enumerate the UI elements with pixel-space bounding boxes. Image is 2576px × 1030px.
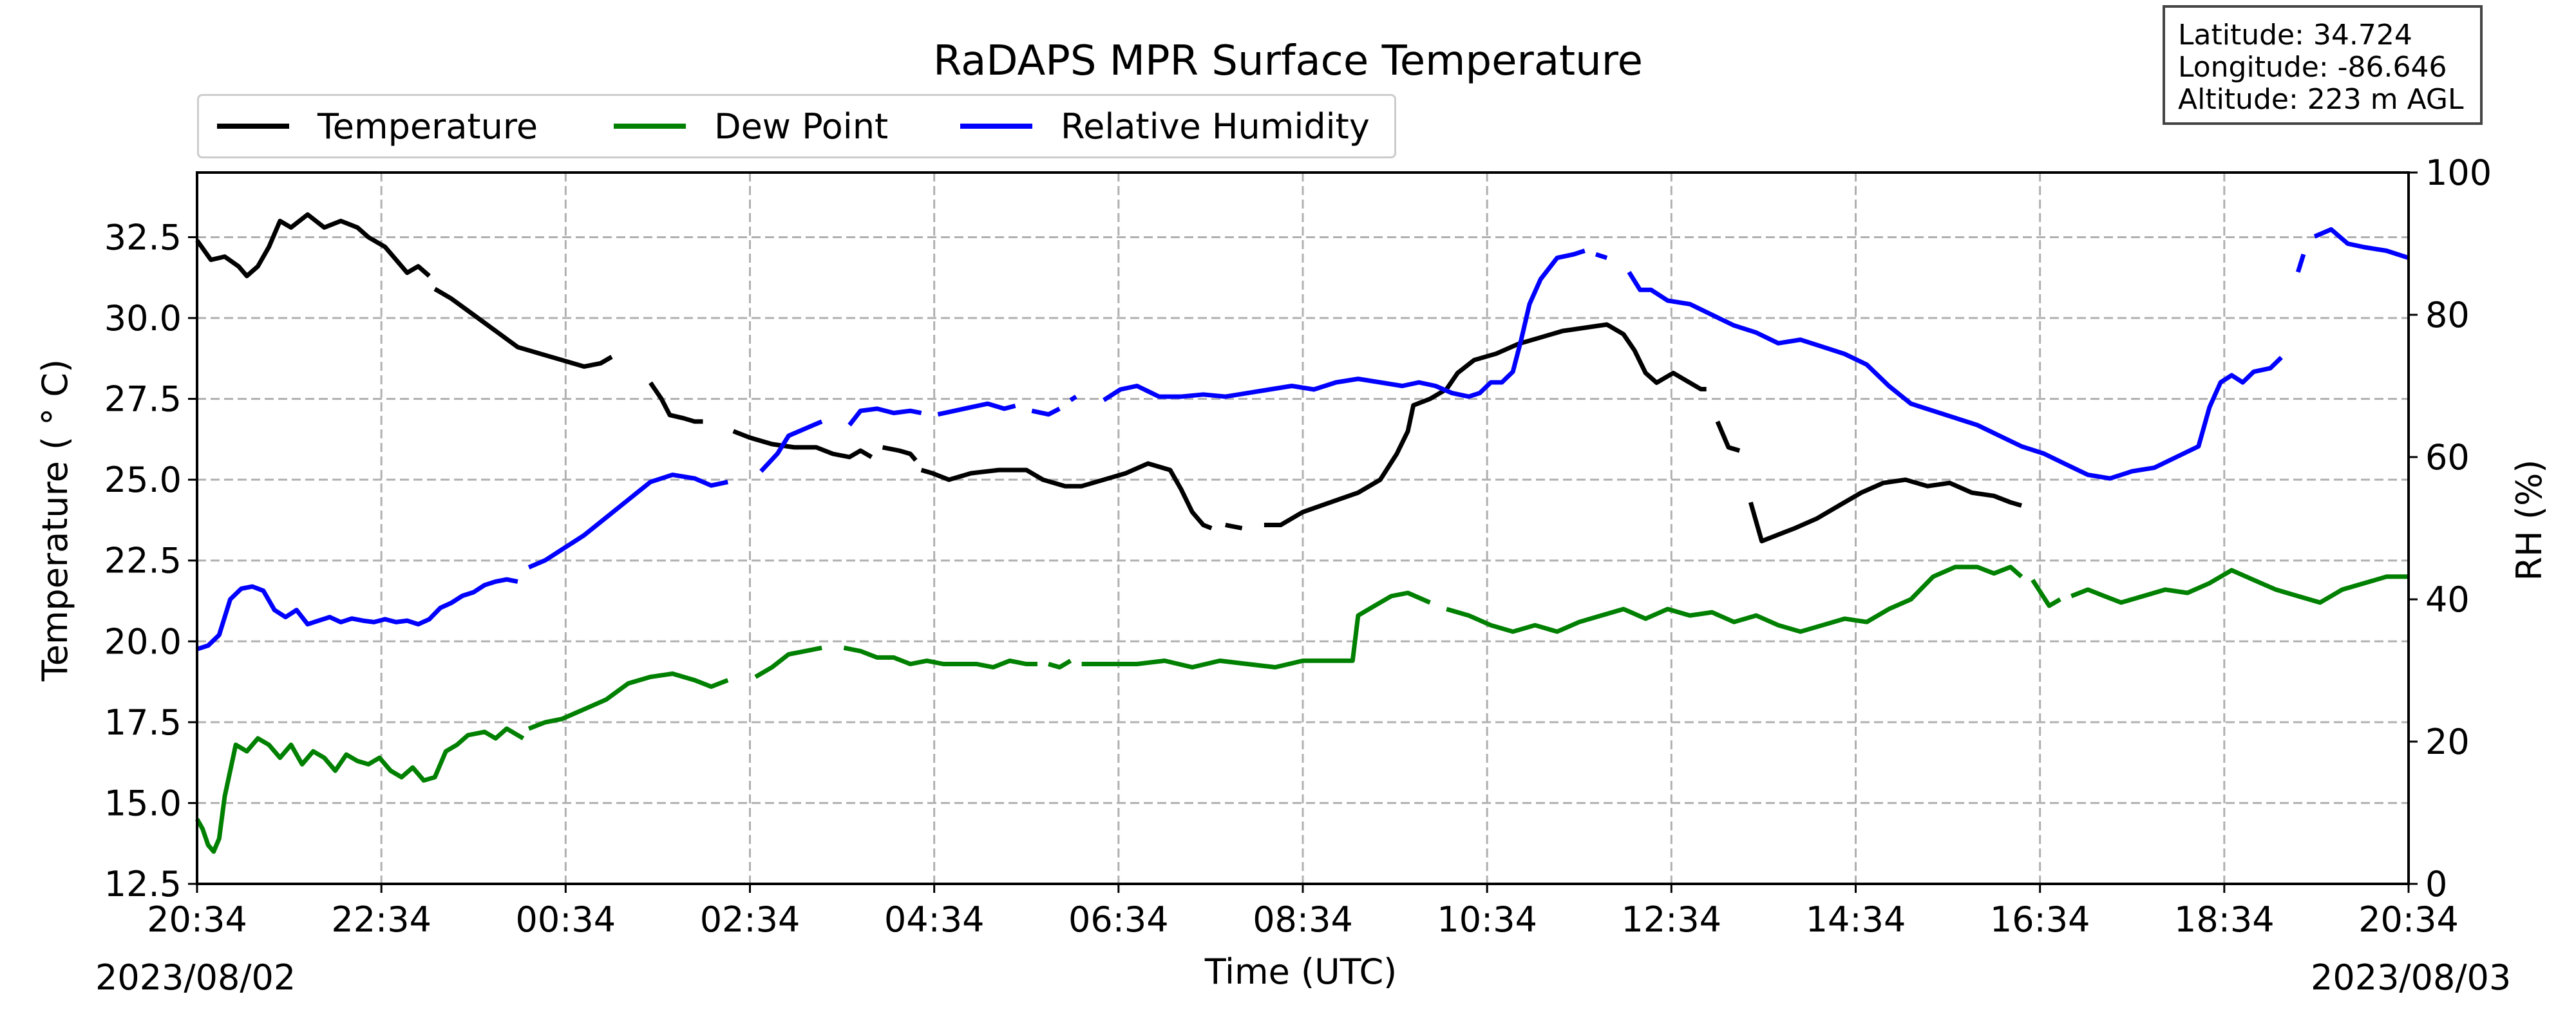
start-date-label: 2023/08/02	[95, 957, 296, 998]
y-tick-label-right: 40	[2425, 579, 2470, 620]
x-tick-label: 08:34	[1253, 899, 1353, 940]
series-line-dew-point	[843, 645, 1037, 670]
series-line-relative-humidity	[2295, 254, 2306, 273]
series-line-relative-humidity	[1031, 406, 1061, 417]
y-tick-label-right: 100	[2425, 153, 2492, 193]
x-tick-label: 14:34	[1806, 899, 1906, 940]
x-tick-label: 12:34	[1622, 899, 1722, 940]
series-line-relative-humidity	[1595, 252, 1608, 260]
tick-labels: 20:34 22:34 00:34 02:34 04:34 06:34 08:34 10:34…	[104, 153, 2492, 940]
x-tick-label: 20:34	[147, 899, 247, 940]
series-line-relative-humidity	[1069, 395, 1077, 402]
series-line-temperature	[882, 445, 918, 462]
y-tick-label-left: 20.0	[104, 621, 182, 662]
longitude-text: Longitude: -86.646	[2178, 51, 2447, 84]
series-line-relative-humidity	[1627, 270, 2283, 481]
series-line-dew-point	[194, 726, 525, 854]
series-line-temperature	[920, 461, 1213, 530]
series-line-temperature	[649, 381, 703, 424]
plot-frame	[196, 171, 2410, 885]
location-info-box: Latitude: 34.724 Longitude: -86.646 Alti…	[2163, 5, 2483, 125]
x-tick-label: 06:34	[1068, 899, 1169, 940]
series-line-dew-point	[1446, 565, 2023, 634]
y-tick-label-left: 25.0	[104, 460, 182, 500]
series-lines	[194, 212, 2410, 854]
end-date-label: 2023/08/03	[2311, 957, 2512, 998]
legend-swatch-dew-point	[614, 124, 686, 129]
legend-label-temperature: Temperature	[317, 106, 538, 147]
x-tick-label: 18:34	[2174, 899, 2275, 940]
x-tick-label: 02:34	[700, 899, 800, 940]
series-line-relative-humidity	[848, 406, 922, 427]
series-line-dew-point	[1048, 659, 1072, 670]
series-line-temperature	[433, 286, 613, 369]
series-line-dew-point	[754, 645, 822, 679]
series-line-dew-point	[527, 671, 729, 731]
x-axis-label: Time (UTC)	[1204, 951, 1397, 992]
legend-swatch-relative-humidity	[960, 124, 1032, 129]
chart-title: RaDAPS MPR Surface Temperature	[933, 37, 1643, 85]
x-tick-label: 00:34	[516, 899, 616, 940]
legend-item-dew-point: Dew Point	[614, 96, 888, 156]
legend: Temperature Dew Point Relative Humidity	[197, 94, 1396, 158]
legend-item-relative-humidity: Relative Humidity	[960, 96, 1370, 156]
y-tick-label-right: 80	[2425, 295, 2470, 335]
latitude-text: Latitude: 34.724	[2178, 19, 2412, 52]
x-tick-label: 04:34	[884, 899, 985, 940]
x-tick-label: 10:34	[1437, 899, 1537, 940]
y-tick-label-right: 60	[2425, 437, 2470, 478]
legend-swatch-temperature	[217, 124, 289, 129]
altitude-text: Altitude: 223 m AGL	[2178, 83, 2464, 116]
y-tick-label-left: 17.5	[104, 702, 182, 743]
series-line-temperature	[1748, 477, 2022, 544]
legend-label-relative-humidity: Relative Humidity	[1061, 106, 1370, 147]
x-tick-label: 20:34	[2358, 899, 2459, 940]
series-line-temperature	[1264, 322, 1707, 527]
series-line-relative-humidity	[759, 419, 823, 473]
legend-label-dew-point: Dew Point	[714, 106, 889, 147]
series-line-relative-humidity	[527, 473, 728, 570]
series-line-temperature	[195, 212, 431, 279]
x-tick-label: 16:34	[1990, 899, 2090, 940]
series-line-relative-humidity	[2313, 227, 2410, 260]
series-line-temperature	[1225, 523, 1243, 530]
x-tick-label: 22:34	[331, 899, 431, 940]
legend-item-temperature: Temperature	[217, 96, 538, 156]
y-tick-label-left: 27.5	[104, 379, 182, 420]
y-axis-label-left: Temperature ( ° C)	[35, 359, 75, 682]
series-line-relative-humidity	[196, 577, 518, 651]
y-tick-label-left: 32.5	[104, 217, 182, 258]
y-axis-label-right: RH (%)	[2509, 460, 2550, 581]
series-line-temperature	[1715, 420, 1741, 453]
y-tick-label-left: 30.0	[104, 298, 182, 339]
grid-lines	[197, 173, 2409, 885]
y-tick-label-left: 15.0	[104, 783, 182, 823]
y-tick-label-right: 0	[2425, 864, 2447, 904]
series-line-temperature	[732, 429, 873, 460]
y-tick-label-right: 20	[2425, 722, 2470, 762]
series-line-dew-point	[2031, 579, 2061, 608]
plot-axes	[188, 171, 2418, 893]
y-tick-label-left: 22.5	[104, 541, 182, 581]
series-line-relative-humidity	[1103, 248, 1586, 402]
series-line-relative-humidity	[937, 401, 1016, 417]
series-line-dew-point	[2070, 568, 2409, 605]
y-tick-label-left: 12.5	[104, 864, 182, 904]
series-line-dew-point	[1081, 590, 1431, 670]
